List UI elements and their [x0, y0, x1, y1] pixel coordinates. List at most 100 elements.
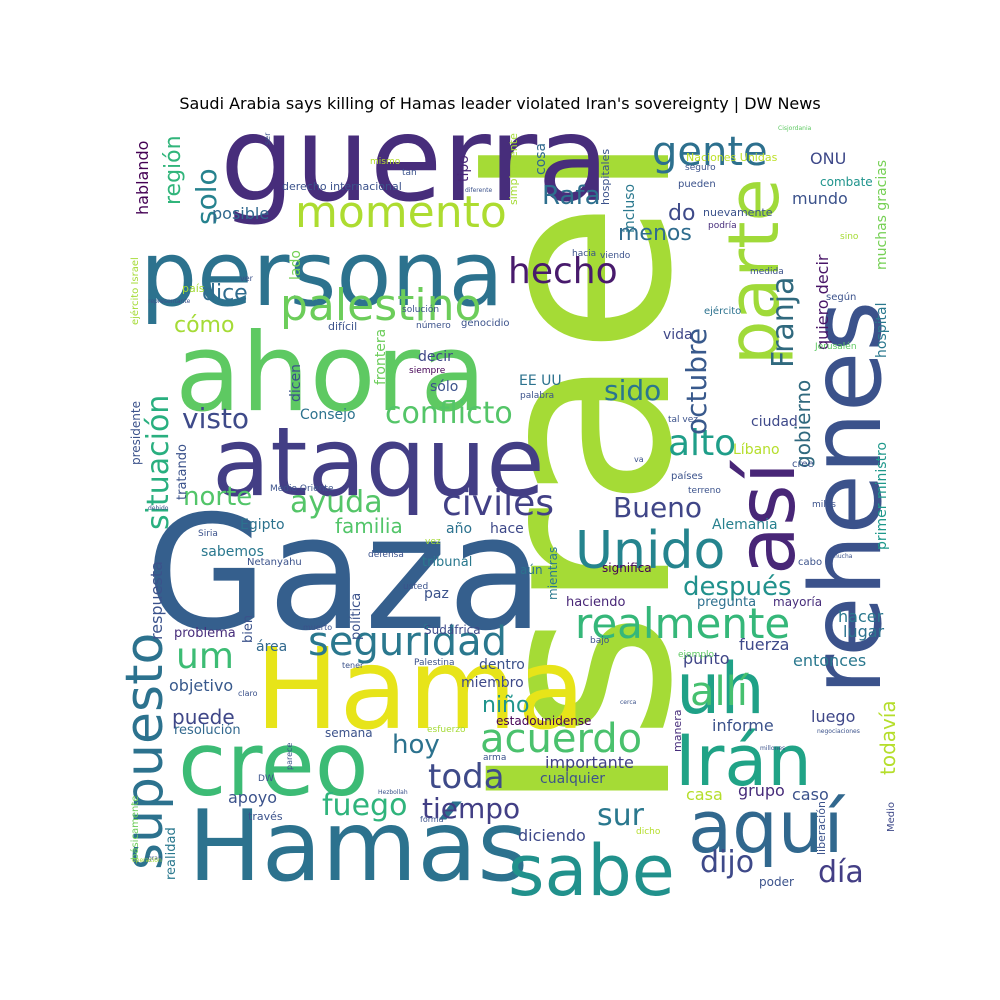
word-difícil: difícil	[328, 320, 357, 333]
word-irán: Irán	[675, 720, 812, 802]
word-importante: importante	[545, 753, 634, 772]
word-parte: parte	[713, 178, 795, 365]
word-primer-ministro: primer ministro	[874, 442, 890, 550]
word-forma: forma	[420, 815, 444, 824]
word-um: um	[176, 636, 234, 677]
word-sudáfrica: Sudáfrica	[424, 623, 481, 637]
word-ciudad: ciudad	[751, 414, 798, 430]
word-palestino: palestino	[280, 280, 481, 331]
word-operación: operación	[132, 857, 162, 864]
word-hacer: hacer	[838, 607, 884, 626]
word-según: según	[826, 291, 856, 303]
word-fuerza: fuerza	[739, 635, 789, 654]
word-dicho: dicho	[636, 827, 661, 837]
word-pueden: pueden	[678, 179, 716, 190]
word-tan: tan	[402, 168, 417, 178]
word-hama: Hama	[255, 625, 586, 755]
word-frontera: frontera	[373, 329, 389, 385]
word-decir: decir	[418, 349, 453, 365]
word-siria: Siria	[198, 529, 218, 539]
word-tratando: tratando	[175, 444, 190, 500]
word-negociaciones: negociaciones	[817, 728, 860, 735]
word-seguridad: seguridad	[308, 619, 507, 665]
word-hecho: hecho	[508, 251, 618, 292]
word-ejército: ejército	[704, 305, 741, 317]
word-derecho-internacional: derecho internacional	[282, 180, 402, 193]
word-millones: millones	[760, 745, 785, 752]
word-alto: alto	[668, 423, 736, 464]
word-dw: DW	[258, 774, 274, 784]
word-respuesta: respuesta	[147, 561, 166, 640]
word-informe: informe	[712, 716, 774, 735]
word-guerra: guerra	[220, 90, 610, 228]
word-menos: menos	[618, 221, 692, 246]
word-acuerdo: acuerdo	[480, 716, 642, 762]
word-creo: creo	[178, 713, 369, 816]
word-consejo: Consejo	[300, 407, 356, 423]
word-tipo: tipo	[456, 155, 472, 182]
word-debido: debido	[148, 505, 169, 512]
word-ejemplo: ejemplo	[678, 650, 715, 660]
word-ee-uu: EE UU	[519, 373, 562, 389]
word-parece: parece	[285, 743, 294, 770]
word-palabra: palabra	[520, 391, 554, 401]
word-claro: claro	[238, 689, 258, 698]
word-netanyahu: Netanyahu	[247, 557, 302, 568]
word-cree: cree	[792, 459, 814, 470]
word-terreno: terreno	[688, 486, 721, 496]
word-israel: Israel	[436, 132, 727, 815]
word-poder: poder	[759, 875, 794, 889]
word-jerusalén: Jerusalén	[814, 341, 857, 352]
word-sido: sido	[604, 374, 661, 407]
word-simplemente: simplemente	[507, 133, 520, 205]
word-franja: Franja	[766, 276, 801, 368]
word-caso: caso	[792, 785, 829, 804]
word-sabe: sabe	[508, 830, 675, 912]
word-grupo: grupo	[738, 781, 785, 800]
word-estadounidense: estadounidense	[496, 714, 591, 728]
word-muchas-gracias: muchas gracias	[874, 160, 890, 270]
word-rafa: Rafa	[542, 181, 601, 211]
word-cisjordania: Cisjordania	[778, 125, 812, 132]
word-pregunta: pregunta	[697, 595, 756, 610]
word-tribunal: tribunal	[422, 555, 472, 570]
word-conflicto: conflicto	[385, 396, 513, 431]
word-tiempo: tiempo	[422, 792, 520, 825]
word-solución: solución	[402, 304, 439, 315]
word-onu: ONU	[810, 149, 846, 168]
word-número: número	[416, 321, 451, 331]
word-unido: Unido	[575, 521, 725, 581]
word-sólo: sólo	[430, 379, 458, 395]
word-día: día	[818, 855, 864, 890]
word-diciendo: diciendo	[518, 826, 586, 845]
word-área: área	[256, 639, 287, 655]
word-través: través	[248, 810, 283, 823]
word-diferente: diferente	[465, 187, 492, 194]
word-momento: momento	[295, 187, 507, 238]
word-nuevamente: nuevamente	[703, 206, 773, 219]
word-medio: Medio	[886, 802, 897, 832]
word-objetivo: objetivo	[169, 676, 233, 695]
word-mayoría: mayoría	[773, 595, 822, 609]
word-dicen: dicen	[288, 364, 304, 402]
word-básicamente: básicamente	[129, 796, 141, 860]
word-miembro: miembro	[461, 675, 524, 691]
word-ayuda: ayuda	[290, 485, 383, 520]
word-significa: significa	[602, 561, 652, 575]
word-va: va	[634, 455, 644, 464]
word-manera: manera	[671, 710, 684, 752]
word-casa: casa	[686, 785, 723, 804]
word-mismo: mismo	[370, 157, 401, 167]
word-combate: combate	[820, 175, 873, 189]
word-gente: gente	[652, 129, 768, 175]
word-esfuerzo: esfuerzo	[427, 725, 466, 735]
word-cualquier: cualquier	[540, 771, 605, 787]
word-allí: allí	[690, 669, 750, 715]
word-ser: ser	[263, 132, 272, 145]
word-año: año	[446, 521, 472, 537]
word-después: después	[683, 572, 792, 602]
word-paz: paz	[424, 586, 449, 602]
word-haciendo: haciendo	[566, 595, 625, 610]
word-usted: usted	[403, 582, 428, 592]
